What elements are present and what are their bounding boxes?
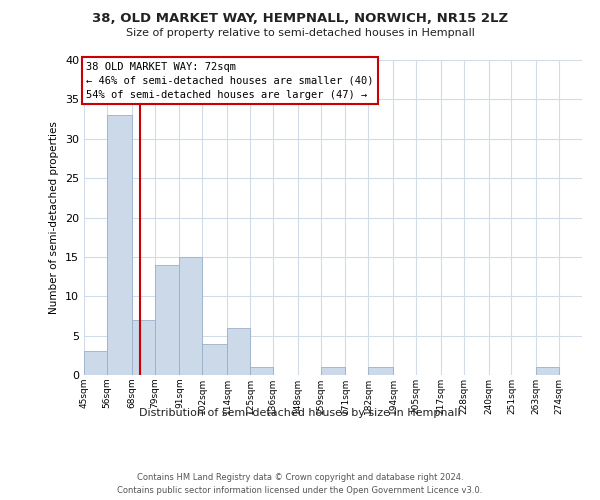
Bar xyxy=(155,265,179,375)
Text: 38, OLD MARKET WAY, HEMPNALL, NORWICH, NR15 2LZ: 38, OLD MARKET WAY, HEMPNALL, NORWICH, N… xyxy=(92,12,508,26)
Bar xyxy=(227,328,250,375)
Text: Contains HM Land Registry data © Crown copyright and database right 2024.: Contains HM Land Registry data © Crown c… xyxy=(137,472,463,482)
Text: Contains public sector information licensed under the Open Government Licence v3: Contains public sector information licen… xyxy=(118,486,482,495)
Text: 38 OLD MARKET WAY: 72sqm
← 46% of semi-detached houses are smaller (40)
54% of s: 38 OLD MARKET WAY: 72sqm ← 46% of semi-d… xyxy=(86,62,374,100)
Bar xyxy=(179,257,202,375)
Bar xyxy=(250,367,273,375)
Bar xyxy=(132,320,155,375)
Bar xyxy=(107,115,132,375)
Bar xyxy=(202,344,227,375)
Y-axis label: Number of semi-detached properties: Number of semi-detached properties xyxy=(49,121,59,314)
Text: Distribution of semi-detached houses by size in Hempnall: Distribution of semi-detached houses by … xyxy=(139,408,461,418)
Bar xyxy=(84,352,107,375)
Bar xyxy=(368,367,393,375)
Text: Size of property relative to semi-detached houses in Hempnall: Size of property relative to semi-detach… xyxy=(125,28,475,38)
Bar xyxy=(320,367,346,375)
Bar xyxy=(536,367,559,375)
